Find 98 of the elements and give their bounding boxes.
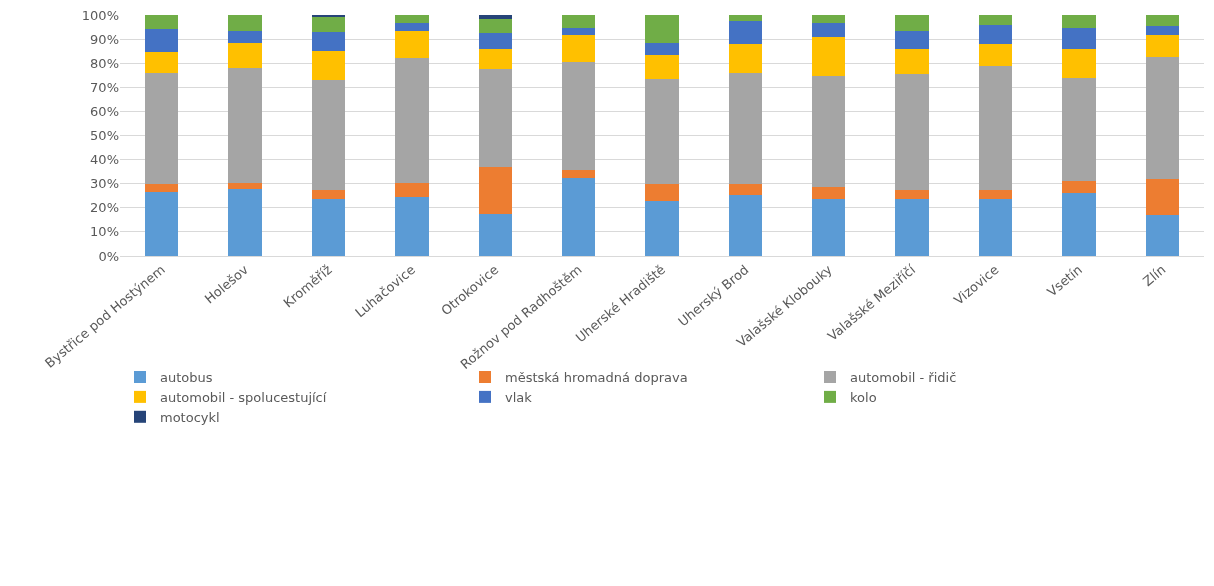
- bar: [978, 65, 1013, 190]
- bar: [812, 76, 846, 188]
- y-tick-label: 10%: [90, 224, 119, 240]
- bar: [895, 15, 929, 31]
- bar: [978, 24, 1013, 44]
- bar: [478, 166, 512, 214]
- bar: [561, 35, 596, 62]
- legend-label: městská hromadná doprava: [505, 370, 688, 386]
- bar: [145, 29, 179, 53]
- bar: [311, 80, 346, 190]
- bar: [311, 199, 346, 256]
- bar: [728, 15, 763, 22]
- bar: [645, 78, 679, 184]
- bar: [645, 54, 679, 79]
- y-tick-label: 20%: [90, 200, 119, 216]
- bar: [561, 170, 596, 178]
- y-tick-label: 70%: [90, 79, 119, 95]
- bar: [1062, 77, 1096, 182]
- legend-label: motocykl: [160, 409, 220, 425]
- bar: [561, 61, 596, 171]
- bar: [645, 200, 679, 256]
- bar: [1145, 15, 1179, 26]
- bar: [812, 23, 846, 37]
- bar: [812, 187, 846, 200]
- bar: [228, 15, 262, 31]
- bar: [1145, 25, 1179, 36]
- bar: [978, 199, 1013, 256]
- bar: [728, 183, 763, 195]
- legend-label: autobus: [160, 370, 213, 386]
- bar: [478, 33, 512, 49]
- bar: [395, 58, 429, 183]
- bar: [728, 194, 763, 256]
- bar: [478, 15, 512, 19]
- bar: [895, 199, 929, 256]
- bar: [728, 43, 763, 73]
- bar: [228, 68, 262, 183]
- bar: [228, 188, 262, 256]
- bar: [728, 72, 763, 184]
- bar: [812, 15, 846, 24]
- bar: [645, 15, 679, 43]
- y-tick-label: 60%: [90, 103, 119, 119]
- bar: [1062, 15, 1096, 29]
- bar: [812, 36, 846, 77]
- legend-label: kolo: [850, 389, 877, 405]
- bar: [1062, 48, 1096, 78]
- bar: [728, 21, 763, 44]
- legend-label: automobil - řidič: [850, 370, 957, 386]
- bar: [395, 30, 429, 59]
- legend-label: automobil - spolucestující: [160, 389, 327, 405]
- bar: [145, 192, 179, 256]
- bar: [895, 48, 929, 75]
- bar: [978, 15, 1013, 25]
- bar: [978, 189, 1013, 200]
- bar: [311, 51, 346, 81]
- bar: [895, 30, 929, 49]
- y-tick-label: 30%: [90, 176, 119, 192]
- bar: [1145, 57, 1179, 179]
- bar: [145, 15, 179, 30]
- bar: [1145, 178, 1179, 216]
- y-tick-label: 50%: [90, 128, 119, 144]
- bar: [311, 31, 346, 52]
- bar: [228, 30, 262, 43]
- bar: [145, 183, 179, 193]
- bar: [645, 183, 679, 201]
- bar: [561, 28, 596, 36]
- bar: [311, 189, 346, 200]
- x-tick-label: Zlín: [1140, 261, 1169, 290]
- bar: [228, 182, 262, 189]
- bar: [978, 43, 1013, 66]
- bar: [395, 15, 429, 24]
- bar: [395, 182, 429, 197]
- bar: [395, 196, 429, 256]
- bar: [1145, 35, 1179, 58]
- bar: [311, 17, 346, 32]
- bar: [1145, 215, 1179, 256]
- bar: [478, 48, 512, 70]
- bar: [895, 74, 929, 190]
- bar: [561, 15, 596, 29]
- bar: [1062, 193, 1096, 256]
- y-tick-label: 80%: [90, 55, 119, 71]
- bar: [145, 72, 179, 184]
- bar: [561, 177, 596, 256]
- bar: [478, 213, 512, 256]
- bar: [228, 42, 262, 69]
- bar: [145, 52, 179, 73]
- y-tick-label: 90%: [90, 31, 119, 47]
- bar: [645, 42, 679, 55]
- bar: [1062, 28, 1096, 49]
- legend-label: vlak: [505, 389, 533, 405]
- y-tick-label: 40%: [90, 152, 119, 168]
- bar: [478, 69, 512, 167]
- bar: [812, 199, 846, 256]
- bar: [895, 189, 929, 200]
- bar: [1062, 181, 1096, 194]
- bar: [478, 18, 512, 34]
- y-tick-label: 0%: [98, 248, 119, 264]
- y-tick-label: 100%: [81, 7, 119, 23]
- bar: [395, 23, 429, 31]
